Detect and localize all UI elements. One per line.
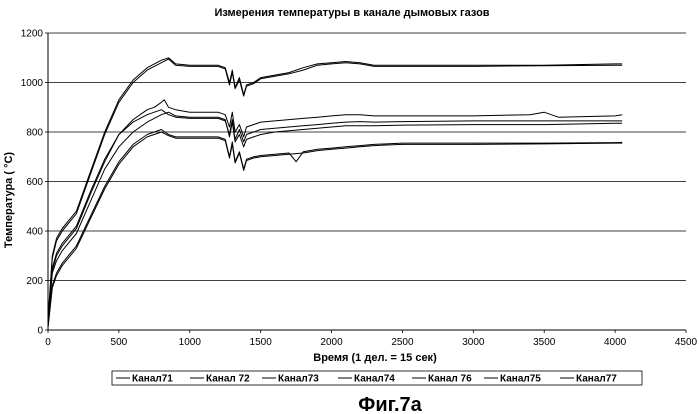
legend-label-4: Канал74 (354, 374, 395, 385)
x-tick-label: 4000 (604, 337, 627, 348)
y-tick-label: 1200 (21, 29, 44, 40)
x-tick-label: 0 (45, 337, 51, 348)
y-tick-label: 0 (37, 326, 43, 337)
x-tick-label: 1000 (179, 337, 202, 348)
legend: Канал71 Канал 72 Канал73 Канал74 Канал 76 Кан… (111, 370, 643, 386)
x-tick-label: 1500 (250, 337, 273, 348)
series-line-6 (47, 131, 623, 328)
legend-label-1: Канал71 (132, 374, 173, 385)
series-line-7 (47, 109, 623, 327)
legend-label-2: Канал 72 (206, 374, 250, 385)
series-line-2 (47, 58, 623, 321)
y-axis-label: Температура ( °C) (3, 152, 15, 248)
y-tick-label: 1000 (21, 78, 44, 89)
x-axis-label: Время (1 дел. = 15 сек) (313, 352, 437, 364)
legend-label-5: Канал 76 (428, 374, 472, 385)
legend-box (111, 370, 643, 386)
series-lines (47, 57, 623, 328)
series-line-3 (47, 99, 623, 326)
x-tick-label: 500 (111, 337, 128, 348)
y-tick-label: 400 (26, 227, 43, 238)
figure-caption: Фиг.7а (358, 394, 422, 414)
x-tick-label: 2000 (320, 337, 343, 348)
x-tick-label: 4500 (675, 337, 698, 348)
tick-labels: 0 200 400 600 800 1000 1200 0 500 1000 1500 2000 250… (21, 29, 698, 349)
x-tick-label: 3000 (462, 337, 485, 348)
legend-label-6: Канал75 (500, 374, 541, 385)
chart-title: Измерения температуры в канале дымовых г… (214, 7, 489, 19)
y-tick-label: 200 (26, 276, 43, 287)
y-tick-label: 800 (26, 128, 43, 139)
y-tick-label: 600 (26, 177, 43, 188)
legend-label-3: Канал73 (278, 374, 319, 385)
x-tick-label: 2500 (391, 337, 414, 348)
series-line-5 (47, 129, 623, 328)
legend-label-7: Канал77 (576, 374, 617, 385)
axes (45, 32, 687, 333)
x-tick-label: 3500 (533, 337, 556, 348)
